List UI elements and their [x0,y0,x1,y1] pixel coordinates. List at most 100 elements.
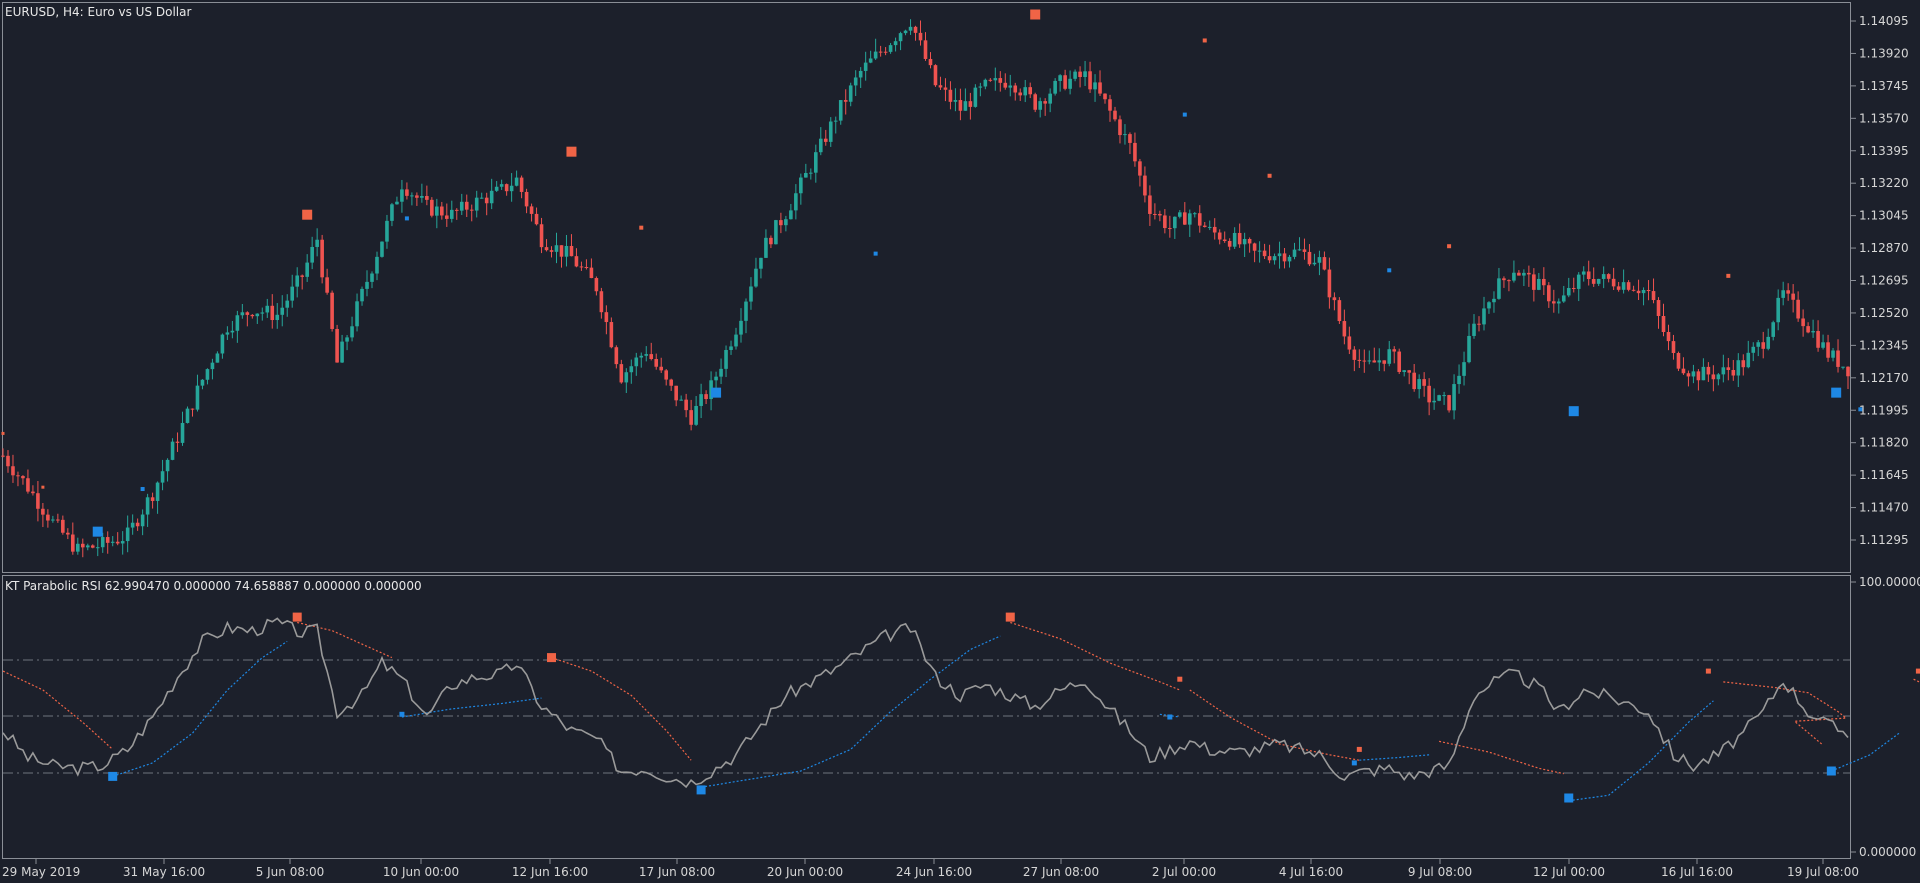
candle-body [589,267,594,279]
candle-body [1591,279,1596,284]
candle-body [1272,256,1277,261]
candle-body [1018,92,1023,96]
candle-body [988,79,993,81]
price-label: 1.11645 [1859,468,1909,482]
time-label: 19 Jul 08:00 [1787,865,1859,879]
candle-body [664,370,669,380]
rsi-sar-curve [551,657,692,761]
candle-body [644,354,649,356]
candle-body [554,245,559,252]
candle-body [908,26,913,31]
candle-body [115,541,120,544]
candle-body [1058,75,1062,81]
candle-body [1013,85,1018,93]
candle-body [300,275,304,277]
candle-body [1816,331,1820,348]
rsi-sar-curve [297,621,393,659]
candle-body [1706,366,1711,375]
candle-body [464,201,469,210]
sar-marker [1831,387,1842,398]
candle-body [1387,349,1392,364]
candle-body [564,245,569,257]
candle-body [963,101,968,111]
candle-body [893,41,898,46]
candle-body [1452,384,1456,411]
candle-body [1507,280,1511,282]
candle-body [873,51,878,59]
candle-body [1716,374,1721,380]
candle-body [764,237,768,258]
candle-body [175,441,180,443]
candle-body [1656,300,1661,316]
candle-body [1252,243,1257,251]
candle-body [1367,360,1372,362]
rsi-sar-curve [112,640,288,777]
candle-body [350,326,354,338]
sar-marker [1182,112,1187,117]
candle-body [1023,87,1028,96]
candle-body [290,286,295,301]
candle-body [1412,372,1416,390]
candle-body [380,241,384,257]
candle-body [21,476,25,479]
candle-body [779,220,783,226]
candle-body [1407,370,1411,373]
candle-body [61,519,65,533]
sar-marker [404,216,409,221]
candle-body [230,330,235,333]
candle-body [405,189,409,196]
candle-body [1786,290,1790,294]
candle-body [913,26,918,33]
price-label: 1.12870 [1859,241,1909,255]
candle-body [220,334,225,354]
price-label: 1.13395 [1859,144,1909,158]
candle-body [559,245,564,257]
candle-body [1178,212,1182,217]
sar-marker [873,251,878,256]
candle-body [66,532,70,535]
candle-body [918,32,923,41]
candle-body [1661,315,1666,333]
rsi-marker [1005,612,1015,622]
time-label: 20 Jun 00:00 [767,865,843,879]
candle-body [704,394,708,400]
candle-body [619,364,624,383]
sar-marker [1568,406,1579,417]
candle-body [330,292,334,329]
rsi-marker [1167,714,1173,720]
candle-body [744,301,748,321]
candle-body [1232,232,1237,247]
candle-body [1038,101,1042,110]
candle-body [425,196,429,200]
candle-body [784,219,788,226]
candle-body [699,394,703,406]
price-label: 1.13045 [1859,209,1909,223]
candle-body [494,186,499,191]
rsi-marker [1351,760,1357,766]
rsi-sar-curve [1189,689,1360,761]
candle-body [1651,291,1656,301]
candle-body [813,152,818,173]
candle-body [1282,253,1287,262]
candle-body [514,177,519,186]
candle-body [614,347,619,365]
candle-body [1631,289,1636,291]
candle-body [1596,278,1601,284]
candle-body [654,359,659,367]
indicator-axis: 100.000000 0.000000 [1851,575,1920,859]
candle-body [1821,342,1825,348]
candle-body [1402,370,1407,372]
price-label: 1.13220 [1859,176,1909,190]
candle-body [270,305,275,321]
candle-body [1267,256,1272,261]
candle-body [1671,341,1676,354]
candle-body [1497,278,1501,299]
candle-body [938,85,943,88]
candle-body [1547,285,1551,302]
candle-body [1088,71,1092,90]
candle-body [649,354,654,360]
candle-body [1427,385,1431,403]
candle-body [1811,331,1815,333]
candle-body [809,172,813,174]
